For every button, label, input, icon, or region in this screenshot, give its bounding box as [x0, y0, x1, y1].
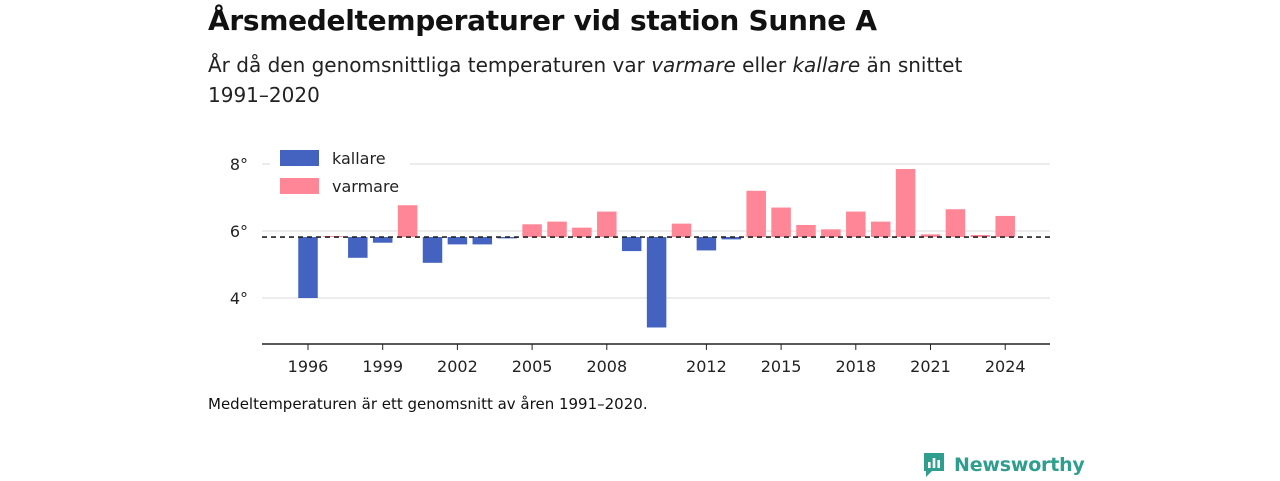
- legend-label: varmare: [332, 177, 399, 196]
- bar-colder: [298, 237, 318, 298]
- bar-warmer: [547, 221, 567, 238]
- subtitle-text-1: År då den genomsnittliga temperaturen va…: [208, 53, 652, 77]
- bars: [298, 169, 1015, 328]
- temperature-bar-chart: 4° 6° 8° 1996 1999 2002 2005 2008 2012 2015 2018 20…: [229, 144, 1050, 376]
- bar-colder: [422, 237, 443, 263]
- bar-warmer: [522, 224, 542, 238]
- x-tick-label: 1996: [288, 357, 329, 376]
- legend: kallare varmare: [270, 144, 410, 202]
- bar-colder: [721, 237, 742, 240]
- newsworthy-logo-icon: [924, 453, 944, 477]
- bar-warmer: [970, 235, 991, 238]
- bar-colder: [621, 237, 642, 252]
- bar-warmer: [846, 211, 866, 238]
- y-tick-label: 4°: [230, 289, 248, 308]
- x-tick-label: 1999: [362, 357, 403, 376]
- x-tick-label: 2012: [686, 357, 727, 376]
- x-tick-label: 2018: [835, 357, 876, 376]
- brand-logo: Newsworthy: [922, 449, 1085, 481]
- x-tick-label: 2015: [761, 357, 802, 376]
- bar-warmer: [572, 227, 592, 238]
- bar-warmer: [323, 236, 343, 238]
- bar-warmer: [870, 221, 891, 238]
- legend-swatch: [280, 178, 319, 194]
- bar-warmer: [671, 223, 692, 238]
- bar-warmer: [895, 169, 916, 238]
- bar-colder: [372, 237, 393, 243]
- subtitle-text-2: eller: [735, 53, 793, 77]
- bar-colder: [472, 237, 493, 245]
- legend-label: kallare: [332, 149, 386, 168]
- x-tick-label: 2002: [437, 357, 478, 376]
- subtitle-text-3: än snittet 1991–2020: [208, 53, 963, 107]
- bar-warmer: [597, 211, 617, 238]
- x-tick-label: 2024: [985, 357, 1026, 376]
- x-tick-label: 2008: [586, 357, 627, 376]
- chart-subtitle: År då den genomsnittliga temperaturen va…: [208, 50, 1028, 110]
- bar-colder: [696, 237, 717, 251]
- subtitle-warmer-word: varmare: [651, 53, 736, 77]
- bar-warmer: [397, 205, 418, 238]
- footnote: Medeltemperaturen är ett genomsnitt av å…: [208, 395, 648, 413]
- x-tick-label: 2005: [512, 357, 553, 376]
- bar-warmer: [746, 190, 766, 238]
- chart-title: Årsmedeltemperaturer vid station Sunne A: [208, 4, 877, 37]
- subtitle-colder-word: kallare: [792, 53, 861, 77]
- y-tick-label: 6°: [230, 222, 248, 241]
- bar-warmer: [796, 224, 816, 238]
- legend-swatch: [280, 150, 319, 166]
- y-tick-label: 8°: [230, 155, 248, 174]
- axes: 4° 6° 8° 1996 1999 2002 2005 2008 2012 2015 2018 20…: [230, 155, 1050, 376]
- bar-colder: [447, 237, 468, 245]
- bar-colder: [646, 237, 667, 328]
- bar-warmer: [995, 215, 1015, 238]
- bar-warmer: [771, 207, 791, 238]
- bar-colder: [348, 237, 368, 258]
- brand-name: Newsworthy: [954, 454, 1085, 476]
- bar-warmer: [945, 209, 966, 238]
- x-tick-label: 2021: [910, 357, 951, 376]
- bar-warmer: [920, 234, 941, 238]
- bar-warmer: [821, 229, 841, 238]
